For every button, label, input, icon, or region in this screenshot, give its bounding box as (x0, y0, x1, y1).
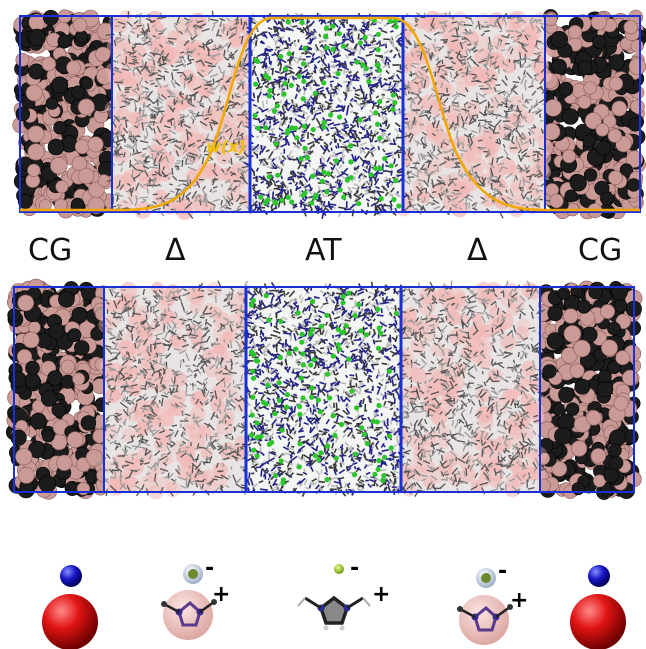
charge-minus-atomistic: - (350, 556, 360, 581)
charge-plus-atomistic: + (372, 582, 391, 607)
molecule-legend (42, 564, 626, 649)
charge-minus-hybrid-right: - (498, 559, 508, 584)
charge-minus-hybrid-left: - (205, 556, 215, 581)
cation-atomistic-molecule (297, 595, 371, 631)
bottom-simulation-box (5, 278, 643, 500)
charge-plus-hybrid-right: + (510, 588, 529, 613)
cation-hybrid-molecule (161, 590, 217, 640)
top-simulation-box (12, 9, 646, 221)
cation-hybrid-molecule-right (457, 595, 513, 645)
weight-function-curve (20, 16, 640, 212)
label-right-cg: CG (578, 233, 623, 268)
label-left-delta: Δ (165, 233, 186, 268)
cation-red-sphere-right (570, 594, 626, 649)
cation-red-sphere (42, 594, 98, 649)
anion-blue-sphere (60, 565, 82, 587)
anion-blue-sphere-right (588, 565, 610, 587)
weight-function-label: w(x) (206, 137, 246, 156)
charge-plus-hybrid-left: + (212, 582, 231, 607)
label-at: AT (305, 233, 342, 268)
label-left-cg: CG (28, 233, 73, 268)
anion-atomistic-sphere (334, 564, 344, 574)
label-right-delta: Δ (467, 233, 488, 268)
